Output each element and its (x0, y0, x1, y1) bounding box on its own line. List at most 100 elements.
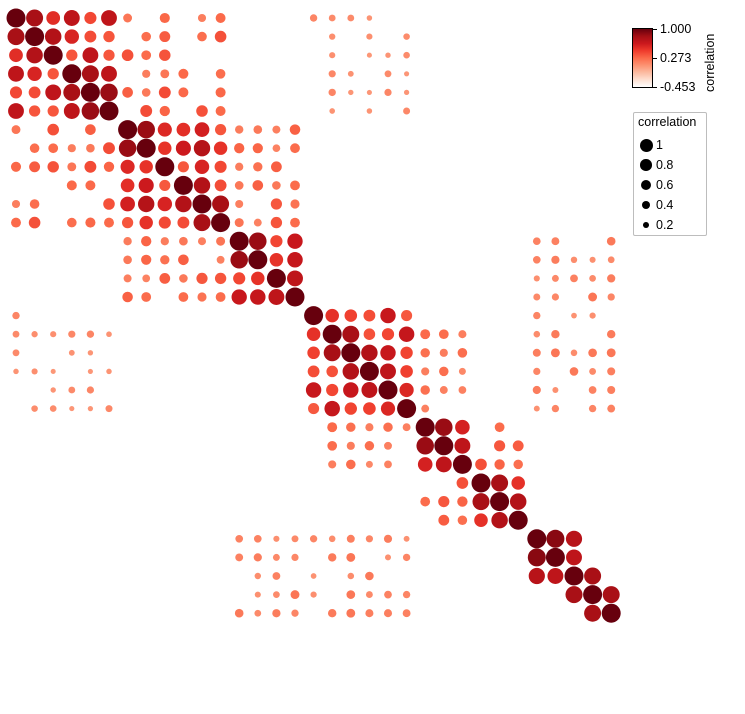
matrix-dot (103, 49, 115, 61)
matrix-dot (344, 402, 357, 415)
colorbar-label-max: 1.000 (660, 22, 692, 36)
matrix-dot (532, 255, 541, 264)
matrix-dot (122, 291, 133, 303)
matrix-dot (120, 159, 135, 174)
matrix-dot (63, 83, 81, 101)
matrix-dot (141, 50, 152, 61)
matrix-dot (99, 101, 119, 121)
matrix-dot (434, 436, 454, 456)
matrix-dot (383, 422, 393, 432)
matrix-dot (138, 177, 154, 193)
matrix-dot (272, 144, 281, 153)
colorbar-tick-mid (653, 58, 657, 59)
matrix-dot (327, 422, 338, 433)
matrix-dot (105, 405, 113, 413)
matrix-dot (13, 368, 19, 375)
matrix-dot (328, 70, 336, 78)
matrix-dot (31, 368, 38, 375)
matrix-dot (254, 591, 261, 598)
matrix-dot (193, 214, 211, 232)
matrix-dot (216, 236, 226, 246)
matrix-dot (87, 368, 93, 374)
matrix-dot (25, 27, 45, 47)
matrix-dot (67, 162, 77, 172)
matrix-dot (545, 547, 565, 567)
matrix-dot (157, 122, 172, 137)
matrix-dot (435, 456, 452, 473)
matrix-dot (607, 274, 616, 283)
matrix-dot (438, 496, 450, 508)
matrix-dot (253, 553, 262, 562)
matrix-dot (402, 609, 411, 618)
matrix-dot (309, 535, 318, 543)
matrix-dot (285, 287, 305, 307)
matrix-dot (454, 437, 471, 454)
matrix-dot (323, 344, 341, 362)
matrix-dot (380, 345, 396, 361)
matrix-dot (439, 366, 449, 377)
matrix-dot (49, 405, 57, 412)
matrix-dot (48, 143, 59, 154)
matrix-dot (326, 383, 339, 397)
matrix-dot (533, 367, 541, 376)
matrix-dot (346, 552, 356, 562)
matrix-dot (457, 515, 468, 525)
matrix-dot (472, 493, 490, 511)
matrix-dot (438, 514, 450, 526)
matrix-dot (234, 143, 245, 154)
matrix-dot (287, 252, 303, 268)
matrix-dot (329, 52, 336, 59)
matrix-dot (416, 437, 434, 455)
matrix-dot (494, 459, 505, 470)
matrix-dot (289, 124, 301, 135)
matrix-dot (86, 386, 95, 394)
matrix-dot (384, 590, 392, 599)
matrix-dot (570, 349, 578, 357)
matrix-dot (31, 405, 38, 412)
matrix-dot (118, 139, 137, 157)
matrix-dot (179, 274, 188, 283)
matrix-dot (215, 13, 226, 23)
matrix-dot (439, 348, 448, 357)
colorbar-tick-max (653, 29, 657, 30)
matrix-dot (490, 492, 510, 512)
matrix-dot (306, 327, 321, 341)
matrix-dot (178, 68, 189, 79)
matrix-dot (214, 30, 227, 43)
matrix-dot (139, 160, 153, 174)
matrix-dot (399, 382, 414, 398)
matrix-dot (290, 199, 300, 209)
matrix-dot (268, 289, 285, 305)
matrix-dot (118, 120, 138, 140)
matrix-dot (365, 423, 374, 432)
matrix-dot (533, 405, 540, 412)
matrix-dot (158, 86, 171, 99)
matrix-dot (62, 64, 82, 84)
matrix-dot (589, 367, 597, 375)
size-legend-entry: 0.8 (634, 155, 708, 175)
matrix-dot (342, 363, 360, 380)
matrix-dot (291, 553, 299, 562)
matrix-dot (606, 348, 616, 358)
matrix-dot (607, 385, 616, 395)
matrix-dot (12, 349, 20, 357)
matrix-dot (400, 365, 413, 378)
matrix-dot (404, 71, 410, 77)
matrix-dot (329, 33, 336, 40)
size-legend-label: 0.6 (656, 178, 674, 192)
matrix-dot (513, 459, 523, 470)
matrix-dot (533, 330, 541, 338)
matrix-dot (175, 195, 192, 213)
matrix-dot (234, 608, 244, 618)
matrix-dot (8, 65, 24, 82)
matrix-dot (365, 535, 374, 543)
matrix-dot (67, 144, 76, 153)
matrix-dot (363, 328, 376, 340)
matrix-dot (197, 31, 207, 42)
matrix-dot (402, 590, 411, 599)
matrix-dot (121, 216, 134, 229)
matrix-dot (137, 120, 155, 139)
matrix-dot (215, 87, 226, 98)
matrix-dot (551, 404, 560, 413)
matrix-dot (87, 405, 94, 412)
